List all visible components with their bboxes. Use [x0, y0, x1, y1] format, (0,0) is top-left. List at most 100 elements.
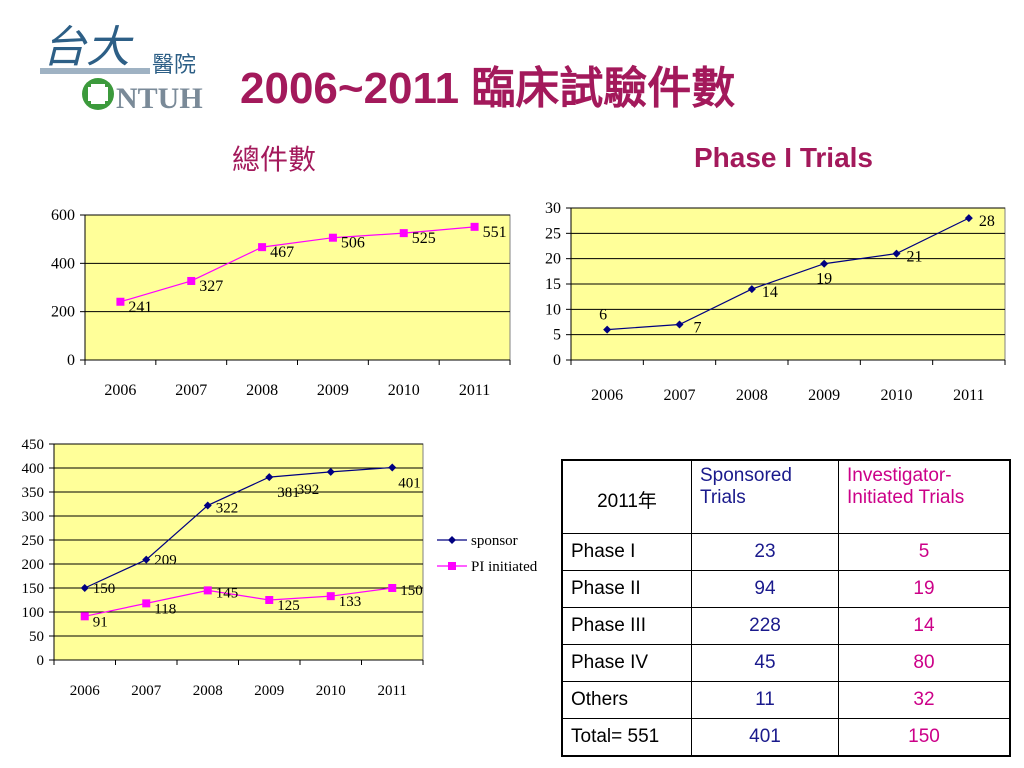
- sponsor-pi-chart: 0 50 100 150 200 250 300 350 400 450 2006 2007 2008 2…: [22, 437, 538, 699]
- y-tick-label: 25: [545, 225, 561, 242]
- data-point: [203, 586, 212, 595]
- y-tick-label: 200: [51, 304, 75, 321]
- x-tick-label: 2007: [175, 382, 207, 399]
- table-row: Phase III 228 14: [561, 607, 1011, 645]
- data-label: 150: [400, 583, 423, 599]
- x-tick-label: 2009: [317, 382, 349, 399]
- data-label: 145: [216, 585, 239, 601]
- sponsored-value: 228: [691, 607, 839, 645]
- x-tick-label: 2011: [953, 387, 984, 404]
- data-point: [326, 592, 335, 601]
- data-point: [258, 243, 267, 252]
- logo-text-hospital: 醫院: [152, 52, 196, 77]
- data-label: 118: [154, 601, 176, 617]
- investigator-value: 19: [838, 570, 1011, 608]
- y-tick-label: 400: [22, 461, 45, 477]
- ntuh-logo: 台大 醫院 NTUH: [40, 23, 203, 114]
- y-tick-label: 350: [22, 485, 45, 501]
- data-point: [116, 297, 125, 306]
- data-label: 133: [339, 594, 362, 610]
- y-tick-label: 250: [22, 533, 45, 549]
- data-label: 21: [907, 249, 923, 266]
- total-trials-chart: 0 200 400 600 2006 2007 2008 2009 2010 2011 241 327…: [51, 207, 511, 399]
- data-point: [747, 285, 756, 294]
- row-label: Phase III: [561, 607, 692, 645]
- data-label: 551: [483, 224, 507, 241]
- data-label: 506: [341, 235, 365, 252]
- data-point: [388, 463, 397, 472]
- data-point: [964, 214, 973, 223]
- y-tick-label: 30: [545, 200, 561, 217]
- y-tick-label: 200: [22, 557, 45, 573]
- x-tick-label: 2008: [736, 387, 768, 404]
- data-point: [265, 473, 274, 482]
- row-label: Phase IV: [561, 644, 692, 682]
- data-label: 525: [412, 230, 436, 247]
- legend-label: sponsor: [471, 533, 518, 549]
- y-tick-label: 15: [545, 276, 561, 293]
- x-tick-label: 2011: [459, 382, 490, 399]
- data-point: [892, 249, 901, 258]
- data-point: [603, 325, 612, 334]
- data-point: [80, 584, 89, 592]
- x-tick-label: 2010: [316, 683, 346, 699]
- x-tick-label: 2008: [246, 382, 278, 399]
- data-label: 401: [398, 476, 421, 492]
- y-tick-label: 5: [553, 327, 561, 344]
- data-label: 392: [297, 482, 320, 498]
- table-header-row: 2011年 Sponsored Trials Investigator-Init…: [561, 459, 1011, 534]
- data-label: 28: [979, 213, 995, 230]
- y-tick-label: 100: [22, 605, 45, 621]
- x-tick-label: 2011: [378, 683, 407, 699]
- logo-text-ntuh: NTUH: [116, 82, 203, 114]
- data-point: [820, 259, 829, 268]
- series-line: [84, 466, 393, 589]
- data-point: [470, 222, 479, 231]
- sponsored-value: 23: [691, 533, 839, 571]
- x-tick-label: 2006: [591, 387, 623, 404]
- data-label: 241: [128, 299, 152, 316]
- x-tick-label: 2010: [388, 382, 420, 399]
- data-label: 6: [599, 307, 607, 324]
- table-header-investigator: Investigator-Initiated Trials: [838, 459, 1011, 534]
- series-line: [120, 226, 475, 303]
- data-point: [142, 555, 151, 564]
- data-label: 322: [216, 500, 239, 516]
- table-row: Phase II 94 19: [561, 570, 1011, 608]
- data-label: 7: [694, 320, 702, 337]
- y-tick-label: 10: [545, 301, 561, 318]
- y-tick-label: 0: [37, 653, 45, 669]
- data-point: [142, 599, 151, 608]
- legend-marker: [448, 536, 456, 544]
- plot-area: [53, 443, 424, 661]
- data-point: [203, 501, 212, 510]
- phase1-trials-chart: 0 5 10 15 20 25 30 2006 2007 2008 2009 2010 2011 6 7 14…: [545, 200, 1006, 404]
- y-tick-label: 20: [545, 251, 561, 268]
- sponsored-value: 45: [691, 644, 839, 682]
- data-point: [265, 596, 274, 604]
- x-tick-label: 2008: [193, 683, 223, 699]
- investigator-value: 32: [838, 681, 1011, 719]
- row-label: Total= 551: [561, 718, 692, 757]
- x-tick-label: 2009: [254, 683, 284, 699]
- sponsored-value: 11: [691, 681, 839, 719]
- data-label: 327: [199, 278, 223, 295]
- data-label: 91: [93, 614, 108, 630]
- sponsored-value: 94: [691, 570, 839, 608]
- investigator-value: 80: [838, 644, 1011, 682]
- y-tick-label: 600: [51, 207, 75, 224]
- table-header-year: 2011年: [561, 459, 692, 534]
- total-chart-title: 總件數: [232, 143, 317, 176]
- row-label: Others: [561, 681, 692, 719]
- x-tick-label: 2007: [664, 387, 696, 404]
- data-label: 381: [277, 485, 300, 501]
- table-row: Phase I 23 5: [561, 533, 1011, 571]
- data-point: [187, 276, 196, 285]
- y-tick-label: 0: [67, 352, 75, 369]
- x-tick-label: 2010: [881, 387, 913, 404]
- y-tick-label: 150: [22, 581, 45, 597]
- data-label: 14: [762, 284, 778, 301]
- row-label: Phase I: [561, 533, 692, 571]
- table-row: Phase IV 45 80: [561, 644, 1011, 682]
- legend-label: PI initiated: [471, 559, 538, 575]
